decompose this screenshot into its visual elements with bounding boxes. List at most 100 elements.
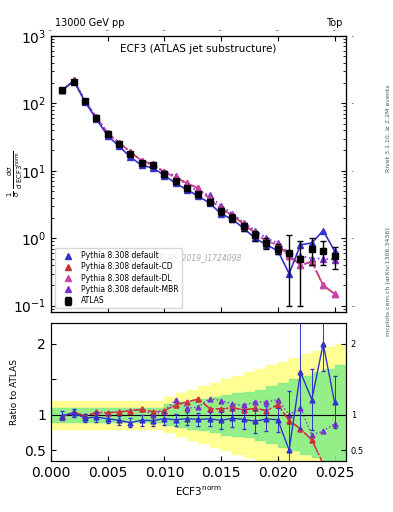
Text: Top: Top [325, 18, 342, 28]
Pythia 8.308 default-MBR [230, 211, 235, 217]
Pythia 8.308 default-DL [298, 262, 303, 268]
Legend: Pythia 8.308 default, Pythia 8.308 default-CD, Pythia 8.308 default-DL, Pythia 8: Pythia 8.308 default, Pythia 8.308 defau… [55, 248, 182, 308]
Pythia 8.308 default-MBR [128, 149, 133, 155]
Pythia 8.308 default [230, 217, 235, 223]
Pythia 8.308 default-CD [298, 262, 303, 268]
Pythia 8.308 default-CD [83, 98, 88, 104]
Pythia 8.308 default-CD [241, 221, 246, 227]
Pythia 8.308 default-DL [321, 282, 325, 288]
Pythia 8.308 default-DL [60, 87, 65, 93]
Pythia 8.308 default-MBR [140, 158, 144, 164]
Pythia 8.308 default [162, 173, 167, 179]
Pythia 8.308 default-CD [162, 169, 167, 175]
Pythia 8.308 default-CD [151, 161, 156, 167]
X-axis label: ECF3$^\mathrm{norm}$: ECF3$^\mathrm{norm}$ [175, 485, 222, 498]
Pythia 8.308 default [60, 87, 65, 93]
Pythia 8.308 default-DL [140, 158, 144, 164]
Y-axis label: $\frac{1}{\sigma}$ $\frac{d\sigma}{d\,\mathrm{ECF3^{norm}}}$: $\frac{1}{\sigma}$ $\frac{d\sigma}{d\,\m… [6, 151, 25, 197]
Pythia 8.308 default-DL [128, 149, 133, 155]
Pythia 8.308 default [128, 154, 133, 160]
Pythia 8.308 default-MBR [287, 250, 292, 257]
Pythia 8.308 default-MBR [298, 253, 303, 259]
Pythia 8.308 default [185, 187, 189, 193]
Pythia 8.308 default [208, 200, 212, 206]
Pythia 8.308 default-DL [196, 185, 201, 191]
Pythia 8.308 default [196, 193, 201, 199]
Pythia 8.308 default [264, 242, 269, 248]
Y-axis label: Ratio to ATLAS: Ratio to ATLAS [10, 359, 19, 424]
Pythia 8.308 default-MBR [253, 227, 257, 233]
Pythia 8.308 default-DL [332, 291, 337, 297]
Pythia 8.308 default-DL [151, 161, 156, 167]
Text: ECF3 (ATLAS jet substructure): ECF3 (ATLAS jet substructure) [120, 44, 277, 54]
Pythia 8.308 default-DL [253, 230, 257, 236]
Pythia 8.308 default-MBR [275, 240, 280, 246]
Pythia 8.308 default-DL [72, 77, 76, 83]
Pythia 8.308 default-DL [219, 206, 224, 212]
Pythia 8.308 default-CD [196, 185, 201, 191]
Pythia 8.308 default-CD [219, 206, 224, 212]
Text: Rivet 3.1.10, ≥ 2.2M events: Rivet 3.1.10, ≥ 2.2M events [386, 84, 391, 172]
Pythia 8.308 default-CD [72, 77, 76, 83]
Pythia 8.308 default [173, 180, 178, 186]
Pythia 8.308 default-DL [208, 196, 212, 202]
Pythia 8.308 default [94, 116, 99, 122]
Pythia 8.308 default-CD [60, 88, 65, 94]
Line: Pythia 8.308 default-MBR: Pythia 8.308 default-MBR [60, 78, 337, 263]
Pythia 8.308 default-DL [264, 238, 269, 244]
Pythia 8.308 default-MBR [264, 235, 269, 241]
Pythia 8.308 default-MBR [151, 162, 156, 168]
Pythia 8.308 default-CD [264, 238, 269, 244]
Pythia 8.308 default [275, 248, 280, 254]
Pythia 8.308 default-CD [128, 149, 133, 155]
Pythia 8.308 default-MBR [173, 173, 178, 179]
Pythia 8.308 default-CD [94, 114, 99, 120]
Pythia 8.308 default [151, 165, 156, 171]
Pythia 8.308 default [72, 78, 76, 84]
Pythia 8.308 default-DL [94, 114, 99, 120]
Line: Pythia 8.308 default-DL: Pythia 8.308 default-DL [60, 78, 337, 296]
Pythia 8.308 default-MBR [208, 193, 212, 199]
Pythia 8.308 default-DL [162, 169, 167, 175]
Text: ATLAS_2019_I1724098: ATLAS_2019_I1724098 [155, 253, 242, 263]
Pythia 8.308 default-DL [105, 130, 110, 136]
Pythia 8.308 default [253, 235, 257, 241]
Pythia 8.308 default-CD [105, 130, 110, 136]
Text: mcplots.cern.ch [arXiv:1306.3436]: mcplots.cern.ch [arXiv:1306.3436] [386, 227, 391, 336]
Pythia 8.308 default-CD [185, 180, 189, 186]
Pythia 8.308 default-MBR [196, 188, 201, 194]
Pythia 8.308 default-CD [173, 174, 178, 180]
Pythia 8.308 default [332, 248, 337, 254]
Pythia 8.308 default-MBR [219, 203, 224, 209]
Pythia 8.308 default-MBR [321, 255, 325, 262]
Pythia 8.308 default-CD [230, 212, 235, 218]
Pythia 8.308 default-MBR [94, 114, 99, 120]
Text: 13000 GeV pp: 13000 GeV pp [55, 18, 125, 28]
Pythia 8.308 default [241, 225, 246, 231]
Pythia 8.308 default-CD [321, 282, 325, 288]
Pythia 8.308 default-CD [253, 230, 257, 236]
Pythia 8.308 default [83, 99, 88, 105]
Pythia 8.308 default-MBR [72, 77, 76, 83]
Pythia 8.308 default [117, 143, 121, 150]
Pythia 8.308 default-MBR [241, 220, 246, 226]
Pythia 8.308 default-DL [241, 221, 246, 227]
Pythia 8.308 default [298, 242, 303, 248]
Pythia 8.308 default-DL [287, 253, 292, 259]
Pythia 8.308 default-CD [309, 259, 314, 265]
Pythia 8.308 default-DL [173, 174, 178, 180]
Pythia 8.308 default-DL [230, 212, 235, 218]
Pythia 8.308 default-MBR [162, 169, 167, 175]
Line: Pythia 8.308 default-CD: Pythia 8.308 default-CD [60, 78, 337, 296]
Pythia 8.308 default-DL [275, 242, 280, 248]
Pythia 8.308 default-DL [83, 98, 88, 104]
Pythia 8.308 default-MBR [309, 255, 314, 262]
Pythia 8.308 default-MBR [332, 257, 337, 263]
Pythia 8.308 default [140, 162, 144, 168]
Pythia 8.308 default [105, 133, 110, 139]
Pythia 8.308 default-MBR [117, 140, 121, 146]
Pythia 8.308 default-CD [275, 242, 280, 248]
Pythia 8.308 default [287, 270, 292, 276]
Pythia 8.308 default-CD [117, 140, 121, 146]
Pythia 8.308 default-MBR [105, 130, 110, 136]
